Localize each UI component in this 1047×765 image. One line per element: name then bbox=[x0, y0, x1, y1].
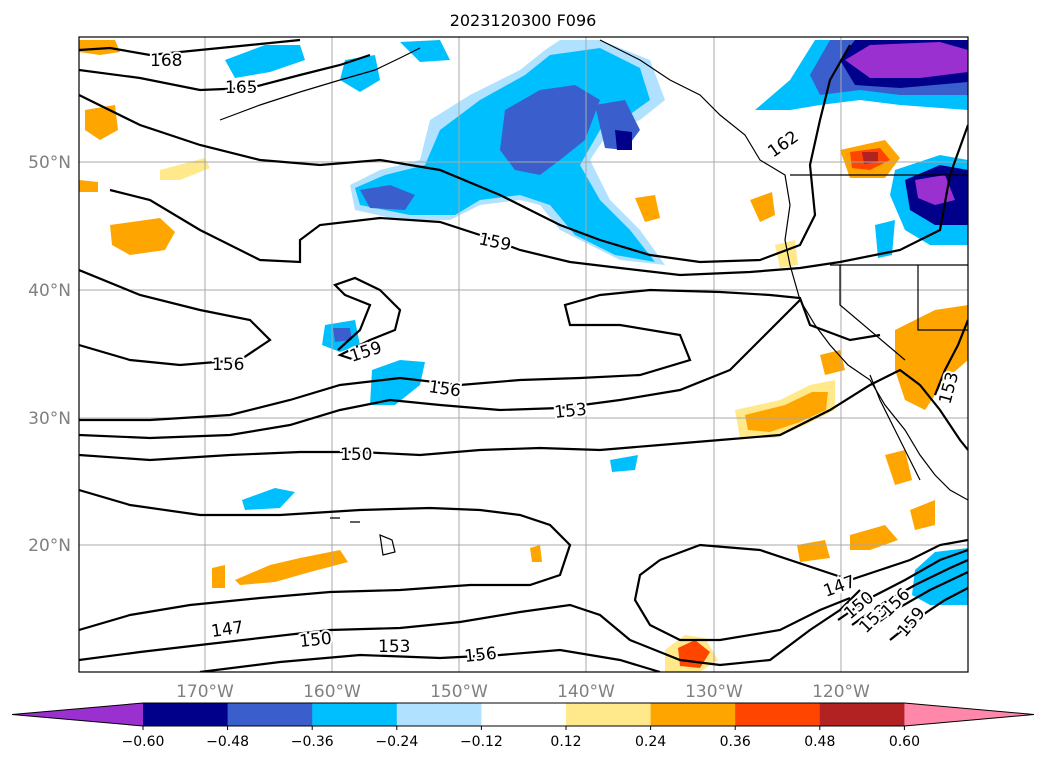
colorbar-segment bbox=[396, 703, 482, 726]
lon-label: 150°W bbox=[430, 682, 488, 702]
colorbar-tick-label: 0.36 bbox=[720, 734, 751, 750]
lon-label: 170°W bbox=[176, 682, 234, 702]
colorbar-segment bbox=[735, 703, 821, 726]
colorbar-segment bbox=[481, 703, 567, 726]
positive-anomaly-nw-4 bbox=[110, 218, 175, 255]
lat-label: 40°N bbox=[28, 281, 71, 301]
positive-anomaly-wa-1 bbox=[750, 192, 775, 222]
positive-anomaly-mexico-3 bbox=[850, 525, 898, 550]
colorbar-tick-label: −0.36 bbox=[291, 734, 334, 750]
map-gridlines bbox=[79, 37, 968, 672]
colorbar-extend-max bbox=[904, 703, 1034, 726]
lon-label: 160°W bbox=[303, 682, 361, 702]
colorbar-tick-label: 0.60 bbox=[889, 734, 920, 750]
colorbar-tick-label: 0.48 bbox=[804, 734, 835, 750]
positive-anomaly-hawaii-sw-2 bbox=[212, 565, 225, 588]
colorbar-extend-min bbox=[12, 703, 143, 726]
negative-anomaly-canada-purple bbox=[845, 42, 968, 78]
contour-label: 153 bbox=[378, 637, 410, 657]
positive-anomaly-w-edge bbox=[79, 180, 98, 192]
negative-anomaly-ocean-3 bbox=[610, 455, 638, 472]
positive-anomaly-nw-1 bbox=[79, 40, 120, 55]
colorbar-segment bbox=[566, 703, 652, 726]
positive-anomaly-nw-2 bbox=[85, 105, 118, 140]
contour-label: 165 bbox=[225, 78, 257, 98]
negative-anomaly-ocean-2 bbox=[370, 360, 425, 405]
colorbar-tick-label: −0.48 bbox=[206, 734, 249, 750]
positive-anomaly-mexico-2 bbox=[910, 500, 935, 530]
colorbar-segment bbox=[143, 703, 229, 726]
latitude-labels: 50°N 40°N 30°N 20°N bbox=[28, 153, 71, 556]
shaded-anomaly-fields bbox=[79, 40, 968, 672]
lat-label: 50°N bbox=[28, 153, 71, 173]
colorbar-segment bbox=[650, 703, 736, 726]
contour-label: 150 bbox=[298, 629, 332, 652]
negative-anomaly-gulf-alaska-core bbox=[360, 85, 640, 210]
positive-anomaly-small bbox=[530, 545, 542, 562]
contour-label: 168 bbox=[150, 51, 182, 71]
colorbar-tick-label: −0.12 bbox=[460, 734, 503, 750]
negative-anomaly-se-corner bbox=[912, 548, 968, 605]
colorbar-tick-label: −0.24 bbox=[375, 734, 418, 750]
colorbar-segment bbox=[227, 703, 313, 726]
coastlines bbox=[219, 39, 968, 556]
contour-label: 156 bbox=[212, 355, 244, 375]
colorbar-tick-label: 0.12 bbox=[550, 734, 581, 750]
lon-label: 120°W bbox=[812, 682, 870, 702]
contour-label: 150 bbox=[340, 445, 372, 465]
positive-anomaly-bc-dark bbox=[862, 152, 878, 164]
negative-anomaly-ocean-4 bbox=[242, 488, 295, 510]
negative-anomaly-ocean-1-core bbox=[333, 328, 352, 342]
positive-anomaly-baja-1 bbox=[820, 350, 845, 375]
positive-anomaly-mexico-1 bbox=[885, 450, 912, 485]
colorbar-segment bbox=[312, 703, 398, 726]
contour-label: 153 bbox=[553, 400, 587, 423]
negative-anomaly-gulf-alaska-navy bbox=[615, 130, 632, 150]
map-title: 2023120300 F096 bbox=[450, 11, 597, 30]
positive-anomaly-wa-2 bbox=[635, 195, 660, 222]
positive-anomaly-pacific-1-core bbox=[745, 392, 828, 432]
contour-labels-south: 153 156 bbox=[376, 635, 500, 669]
negative-anomaly-nevada bbox=[875, 220, 895, 258]
lon-label: 130°W bbox=[685, 682, 743, 702]
height-contours bbox=[79, 38, 968, 672]
longitude-labels: 170°W 160°W 150°W 140°W 130°W 120°W bbox=[176, 682, 870, 702]
map-frame bbox=[78, 36, 969, 673]
contour-label: 156 bbox=[463, 644, 497, 667]
lat-label: 30°N bbox=[28, 409, 71, 429]
colorbar-tick-label: 0.24 bbox=[635, 734, 666, 750]
negative-anomaly-aleutian bbox=[225, 40, 450, 92]
colorbar: −0.60 −0.48 −0.36 −0.24 −0.12 0.12 0.24 0.36 0.4… bbox=[11, 702, 1035, 750]
lat-label: 20°N bbox=[28, 536, 71, 556]
positive-anomaly-hawaii-sw bbox=[235, 550, 348, 585]
colorbar-tick-label: −0.60 bbox=[122, 734, 165, 750]
positive-anomaly-ca bbox=[895, 305, 968, 410]
positive-anomaly-nw-3 bbox=[160, 158, 210, 180]
map-panel: 168 165 162 159 159 156 156 153 153 150 … bbox=[78, 36, 969, 673]
colorbar-segment bbox=[819, 703, 905, 726]
lon-label: 140°W bbox=[557, 682, 615, 702]
